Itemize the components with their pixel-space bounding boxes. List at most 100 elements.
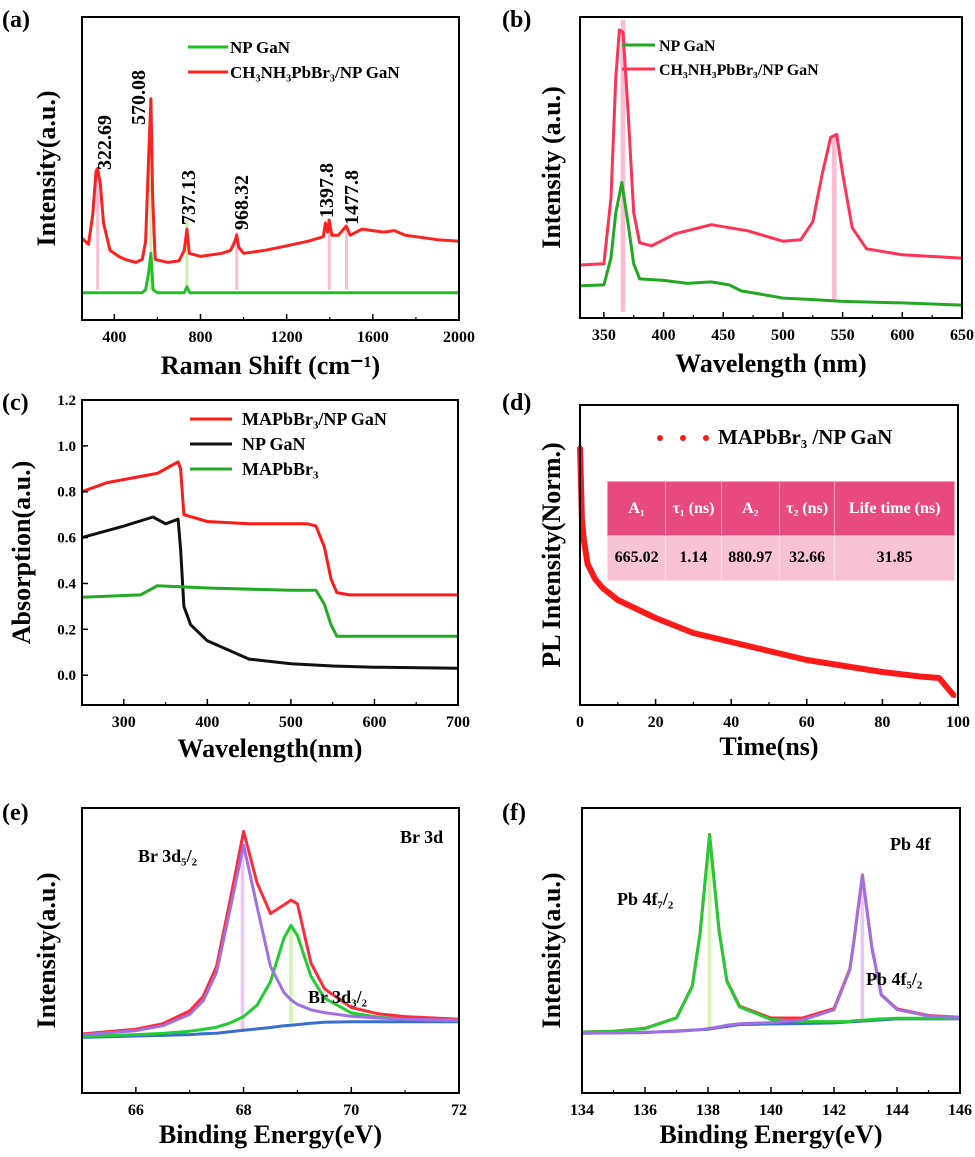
peak-annotation: 968.32 [231, 175, 253, 230]
table-header: A₁ [606, 481, 667, 536]
lifetime-table: A₁ τ₁ (ns) A₂ τ₂ (ns) Life time (ns) 665… [606, 481, 955, 581]
data-point [804, 658, 809, 662]
data-point [918, 674, 923, 679]
series-line-1 [579, 28, 963, 267]
plot-frame [579, 16, 963, 319]
y-axis-title: Intensity(a.u.) [537, 872, 566, 1028]
plot-frame [81, 16, 460, 321]
series-line-1 [81, 515, 459, 670]
highlight-band [235, 232, 239, 290]
chart-panel-d: (d) 0 20 40 60 80 100 Time(ns) PL Intensity(Norm… [502, 390, 970, 761]
legend-marker [703, 435, 709, 441]
data-point [880, 670, 885, 674]
x-tick-label: 1600 [357, 329, 389, 346]
x-axis-title: Binding Energy(eV) [159, 1120, 382, 1149]
peak-annotation: 322.69 [94, 115, 116, 170]
data-point [615, 598, 620, 602]
x-tick-label: 600 [362, 714, 386, 731]
table-header: Life time (ns) [834, 481, 955, 536]
series-line-1 [80, 97, 460, 264]
x-tick-label: 450 [711, 327, 735, 344]
chart-panel-e: (e) 66 68 70 72 Binding Energy(eV) Intensity(a… [2, 800, 467, 1149]
highlight-band [289, 924, 293, 1025]
x-tick-label: 1200 [271, 329, 303, 346]
x-tick-label: 700 [446, 714, 470, 731]
highlight-band [860, 876, 865, 1022]
highlight-band [185, 220, 189, 290]
legend-label: NP GaN [230, 38, 291, 57]
data-point [767, 649, 771, 653]
panel-label: (c) [2, 390, 29, 416]
chart-panel-f: (f) 134 136 138 140 142 144 146 Binding Energy(e… [502, 800, 972, 1149]
series-line-0 [577, 446, 957, 698]
highlight-band [240, 845, 245, 1031]
y-axis-title: Intensity(a.u.) [32, 872, 61, 1028]
data-point [729, 640, 734, 644]
series-line-2 [581, 833, 961, 1034]
table-cell: 880.97 [720, 535, 780, 581]
x-tick-label: 134 [570, 1102, 594, 1119]
plot-frame [81, 807, 460, 1094]
x-tick-label: 550 [831, 327, 855, 344]
x-tick-label: 80 [874, 714, 890, 731]
table-header: τ₂ (ns) [778, 481, 836, 536]
table-cell: 32.66 [778, 535, 836, 581]
table-header-row: A₁ τ₁ (ns) A₂ τ₂ (ns) Life time (ns) [606, 481, 955, 536]
y-axis-title: Intensity (a.u.) [537, 86, 566, 249]
series-line-1 [81, 923, 460, 1039]
x-tick-label: 400 [195, 714, 219, 731]
table-cell: 1.14 [665, 535, 722, 581]
x-tick-label: 138 [696, 1102, 720, 1119]
x-tick-label: 140 [759, 1102, 783, 1119]
highlight-band [344, 226, 349, 290]
y-axis-title: Intensity(a.u.) [32, 90, 61, 246]
y-tick-label: 0.4 [57, 576, 76, 592]
chart-panel-a: (a) 400 800 1200 1600 2000 Raman Shift (cm⁻¹) I… [2, 7, 475, 380]
x-tick-label: 142 [822, 1102, 846, 1119]
data-point [842, 664, 847, 668]
data-point [581, 538, 586, 542]
table-header: τ₁ (ns) [665, 481, 722, 536]
legend-marker [657, 435, 663, 441]
series-line-1 [581, 833, 961, 1034]
highlight-band [327, 220, 331, 290]
peak-annotation: Pb 4f [890, 834, 932, 854]
x-tick-label: 68 [236, 1102, 252, 1119]
panel-label: (e) [2, 800, 29, 826]
data-point [634, 607, 639, 611]
chart-panel-c: (c) 300 400 500 600 700 0.0 0.2 0.4 0.6 0.8 1.0 1.2 W… [2, 390, 470, 763]
data-point [952, 694, 957, 698]
y-tick-label: 0.6 [57, 531, 76, 547]
x-tick-label: 146 [948, 1102, 972, 1119]
y-axis-title: PL Intensity(Norm.) [537, 442, 566, 667]
peak-annotation: Pb 4f₇/₂ [617, 889, 673, 909]
series-line-3 [81, 843, 460, 1037]
series-line-3 [582, 874, 961, 1035]
series-line-2 [81, 829, 460, 1036]
data-point [691, 631, 696, 635]
highlight-band [149, 98, 153, 290]
x-axis-title: Wavelength(nm) [178, 734, 363, 763]
highlight-band [96, 168, 100, 290]
peak-annotation: Br 3d [400, 827, 443, 847]
x-tick-label: 500 [279, 714, 303, 731]
y-tick-label: 0.8 [57, 485, 76, 501]
peak-annotation: Br 3d₃/₂ [308, 987, 367, 1007]
table-cell: 31.85 [834, 535, 955, 581]
highlight-band [707, 836, 712, 1031]
panel-label: (a) [2, 7, 30, 33]
legend-marker [680, 435, 686, 441]
panel-label: (b) [502, 7, 531, 33]
x-tick-label: 136 [633, 1102, 657, 1119]
x-tick-label: 100 [946, 714, 970, 731]
y-tick-label: 0.0 [57, 668, 76, 684]
x-tick-label: 800 [188, 329, 212, 346]
legend-label: NP GaN [659, 38, 716, 55]
x-axis-title: Time(ns) [719, 732, 818, 761]
x-tick-label: 300 [112, 714, 136, 731]
x-tick-label: 350 [592, 327, 616, 344]
legend-label: CH₃NH₃PbBr₃/NP GaN [230, 63, 400, 82]
x-tick-label: 70 [343, 1102, 359, 1119]
x-tick-label: 650 [950, 327, 974, 344]
legend-label: MAPbBr₃ [242, 459, 319, 479]
